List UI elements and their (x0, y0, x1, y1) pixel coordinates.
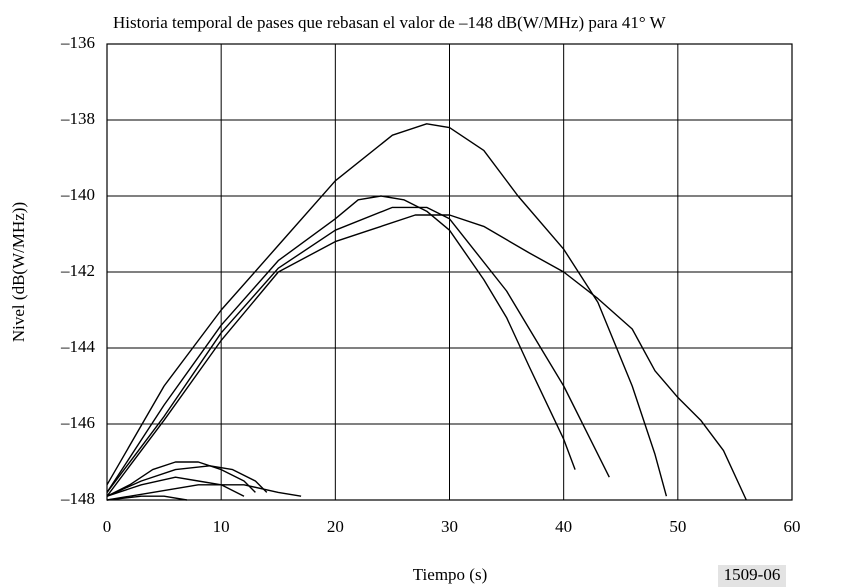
data-line (106, 214, 747, 501)
data-line (106, 495, 188, 501)
x-tick-label: 60 (784, 517, 801, 536)
y-tick-label: –136 (60, 33, 95, 52)
y-tick-label: –140 (60, 185, 95, 204)
y-tick-label: –142 (60, 261, 95, 280)
data-line (106, 484, 302, 501)
x-tick-label: 30 (441, 517, 458, 536)
y-axis-label: Nivel (dB(W/MHz)) (9, 202, 28, 342)
chart-title: Historia temporal de pases que rebasan e… (113, 13, 667, 32)
data-line (106, 465, 268, 497)
y-tick-label: –148 (60, 489, 95, 508)
x-tick-label: 40 (555, 517, 572, 536)
x-tick-label: 0 (103, 517, 112, 536)
y-tick-label: –146 (60, 413, 95, 432)
x-tick-label: 10 (213, 517, 230, 536)
y-tick-label: –144 (60, 337, 96, 356)
data-line (106, 461, 256, 497)
x-tick-label: 50 (669, 517, 686, 536)
data-line (106, 206, 610, 493)
data-line (106, 123, 668, 497)
figure-note: 1509-06 (724, 565, 781, 584)
x-tick-label: 20 (327, 517, 344, 536)
y-tick-label: –138 (60, 109, 95, 128)
data-line (106, 195, 576, 493)
x-axis-label: Tiempo (s) (413, 565, 487, 584)
note-background (718, 565, 786, 587)
data-line (106, 476, 245, 497)
